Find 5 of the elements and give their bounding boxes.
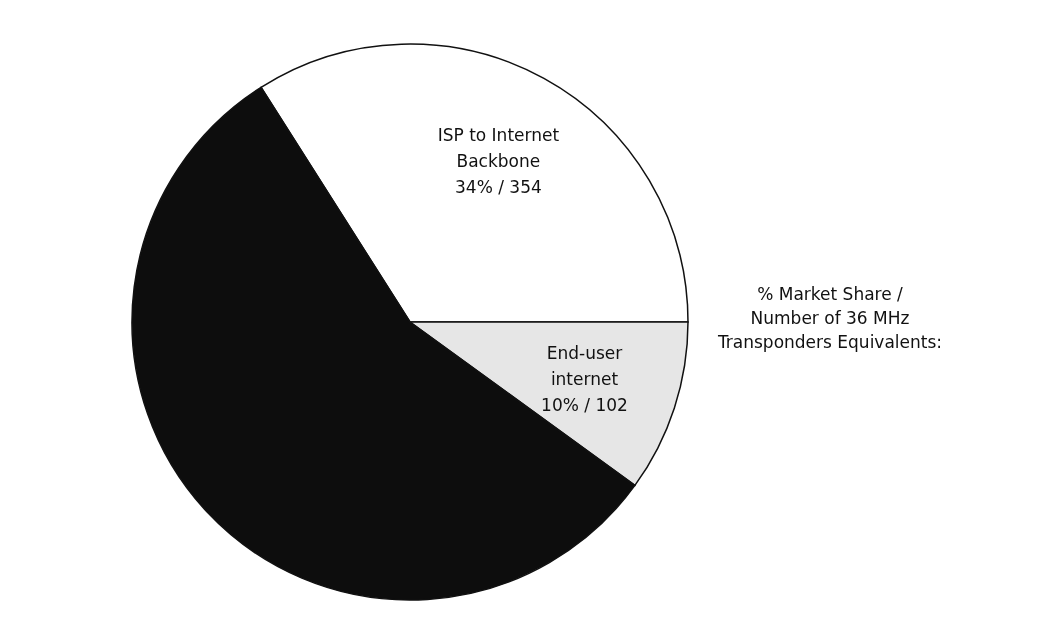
slice-label: End-user internet: [546, 342, 623, 389]
data-label: 34% / 354: [455, 177, 542, 198]
slice-label: ISP to Internet Backbone: [437, 125, 560, 172]
data-label: 10% / 102: [541, 394, 628, 415]
text: % Market Share / Number of 36 MHz Transponders Equivalents:: [716, 284, 943, 352]
